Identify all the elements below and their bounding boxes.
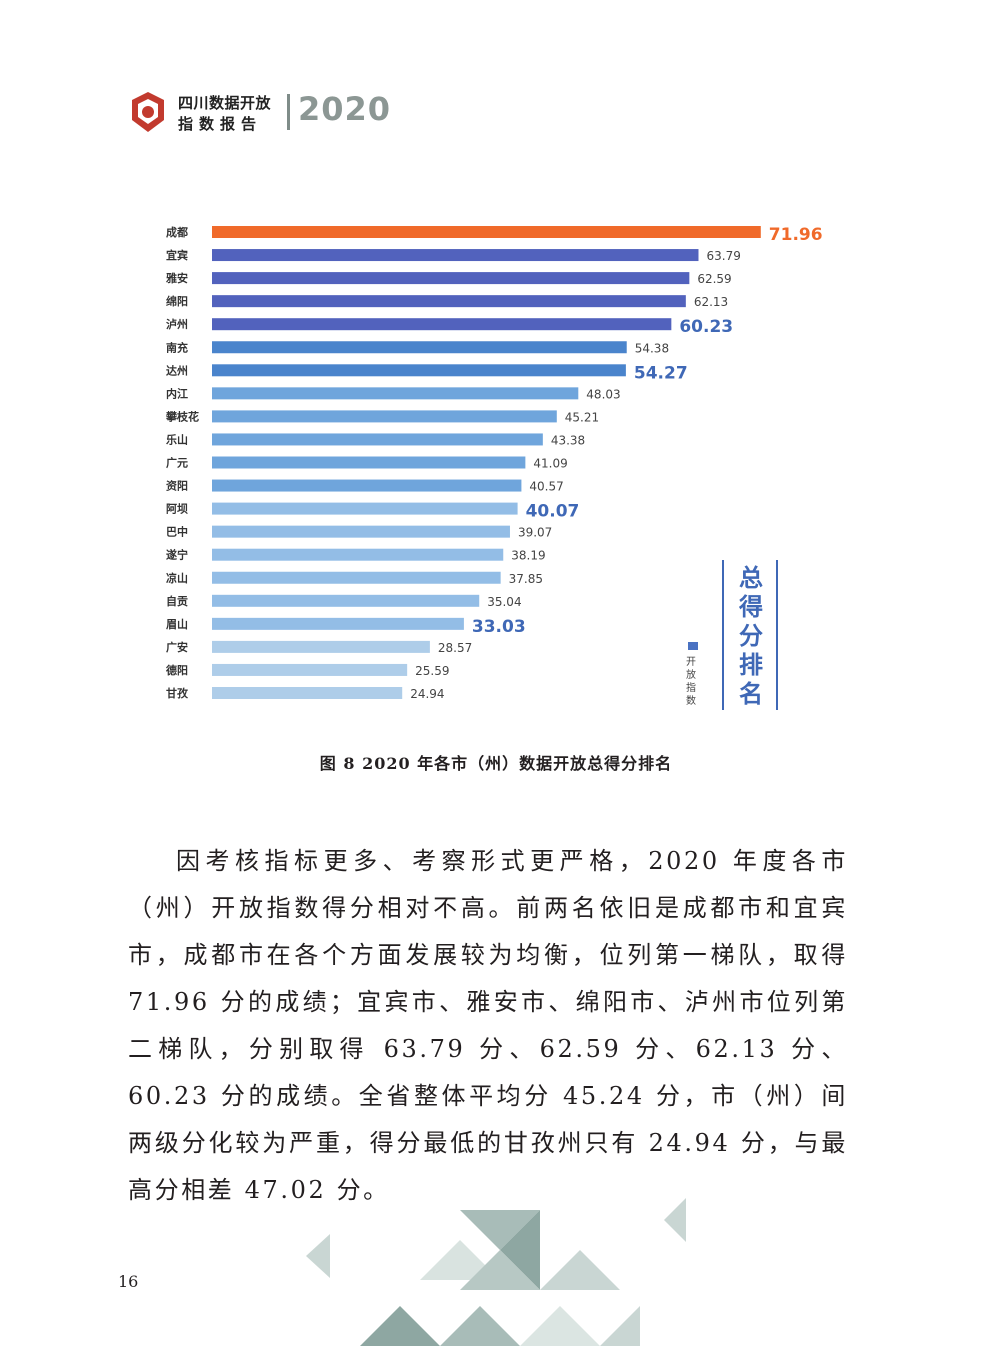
category-label: 德阳 <box>165 663 188 677</box>
value-label: 40.07 <box>526 502 580 522</box>
category-label: 遂宁 <box>166 548 188 562</box>
bar <box>212 318 672 331</box>
value-label: 41.09 <box>533 457 567 471</box>
category-label: 乐山 <box>166 432 188 446</box>
decorative-triangles <box>306 1198 686 1346</box>
category-label: 巴中 <box>166 525 188 539</box>
category-label: 绵阳 <box>166 294 188 308</box>
value-label: 25.59 <box>415 664 449 678</box>
bar <box>212 410 557 423</box>
bar <box>212 640 430 653</box>
legend-label: 开放指数 <box>686 657 696 707</box>
header-divider <box>287 94 290 130</box>
page-number: 16 <box>118 1272 139 1291</box>
bar <box>212 663 408 676</box>
bar <box>212 341 627 354</box>
value-label: 62.13 <box>694 295 728 309</box>
bar <box>212 571 501 584</box>
bar <box>212 617 464 630</box>
figure-caption: 图 8 2020 年各市（州）数据开放总得分排名 <box>319 754 673 773</box>
bar <box>212 525 510 538</box>
value-label: 33.03 <box>472 617 526 637</box>
category-label: 自贡 <box>166 594 188 608</box>
category-label: 攀枝花 <box>165 409 199 423</box>
value-label: 35.04 <box>487 595 521 609</box>
category-label: 广元 <box>166 456 188 470</box>
legend-swatch <box>688 642 698 650</box>
value-label: 45.21 <box>565 410 599 424</box>
value-label: 48.03 <box>586 387 620 401</box>
bar <box>212 364 626 377</box>
bar <box>212 456 526 469</box>
score-ranking-chart: 成都 71.96 宜宾 63.79 雅安 62.59 绵阳 62.13 泸州 60.23 南充 54.… <box>124 214 830 722</box>
category-label: 南充 <box>166 340 188 354</box>
bar <box>212 502 518 515</box>
value-label: 28.57 <box>438 641 472 655</box>
value-label: 62.59 <box>697 272 731 286</box>
category-label: 资阳 <box>166 479 188 493</box>
category-label: 广安 <box>166 640 188 654</box>
value-label: 54.38 <box>635 341 669 355</box>
bar <box>212 249 699 262</box>
report-logo-icon <box>132 92 164 132</box>
category-label: 阿坝 <box>166 502 188 516</box>
category-label: 雅安 <box>166 271 188 285</box>
category-label: 甘孜 <box>166 686 189 700</box>
chart-title: 总得分排名 <box>739 564 763 708</box>
bar <box>212 687 403 699</box>
value-label: 43.38 <box>551 433 585 447</box>
value-label: 38.19 <box>511 549 545 563</box>
bar <box>212 548 504 561</box>
category-label: 宜宾 <box>166 248 188 262</box>
category-label: 凉山 <box>166 571 188 585</box>
value-label: 40.57 <box>529 480 563 494</box>
body-paragraph: 因考核指标更多、考察形式更严格，2020 年度各市（州）开放指数得分相对不高。前… <box>128 847 848 1204</box>
chart-legend-area: 开放指数 总得分排名 <box>680 560 780 712</box>
value-label: 24.94 <box>410 687 444 701</box>
value-label: 60.23 <box>679 317 733 337</box>
bar <box>212 295 686 308</box>
body-text: 因考核指标更多、考察形式更严格，2020 年度各市（州）开放指数得分相对不高。前… <box>128 838 848 1214</box>
bar <box>212 272 690 285</box>
bar-chart-svg: 成都 71.96 宜宾 63.79 雅安 62.59 绵阳 62.13 泸州 60.23 南充 54.… <box>165 225 823 701</box>
category-label: 达州 <box>166 363 188 377</box>
value-label: 37.85 <box>509 572 543 586</box>
bar <box>212 479 522 492</box>
brand-title-line1: 四川数据开放 <box>178 94 272 112</box>
category-label: 内江 <box>166 386 188 400</box>
report-header: 四川数据开放 指数报告 2020 <box>128 86 392 142</box>
bar <box>212 594 480 607</box>
bar <box>212 226 761 238</box>
bar <box>212 387 579 400</box>
category-label: 眉山 <box>166 617 188 631</box>
value-label: 71.96 <box>769 225 823 245</box>
brand-title-line2: 指数报告 <box>178 115 263 133</box>
bar <box>212 433 543 446</box>
value-label: 54.27 <box>634 363 688 383</box>
category-label: 成都 <box>166 225 188 239</box>
value-label: 39.07 <box>518 526 552 540</box>
value-label: 63.79 <box>706 249 740 263</box>
category-label: 泸州 <box>166 317 188 331</box>
chart-title-box: 总得分排名 <box>722 560 778 710</box>
header-year: 2020 <box>298 90 392 128</box>
